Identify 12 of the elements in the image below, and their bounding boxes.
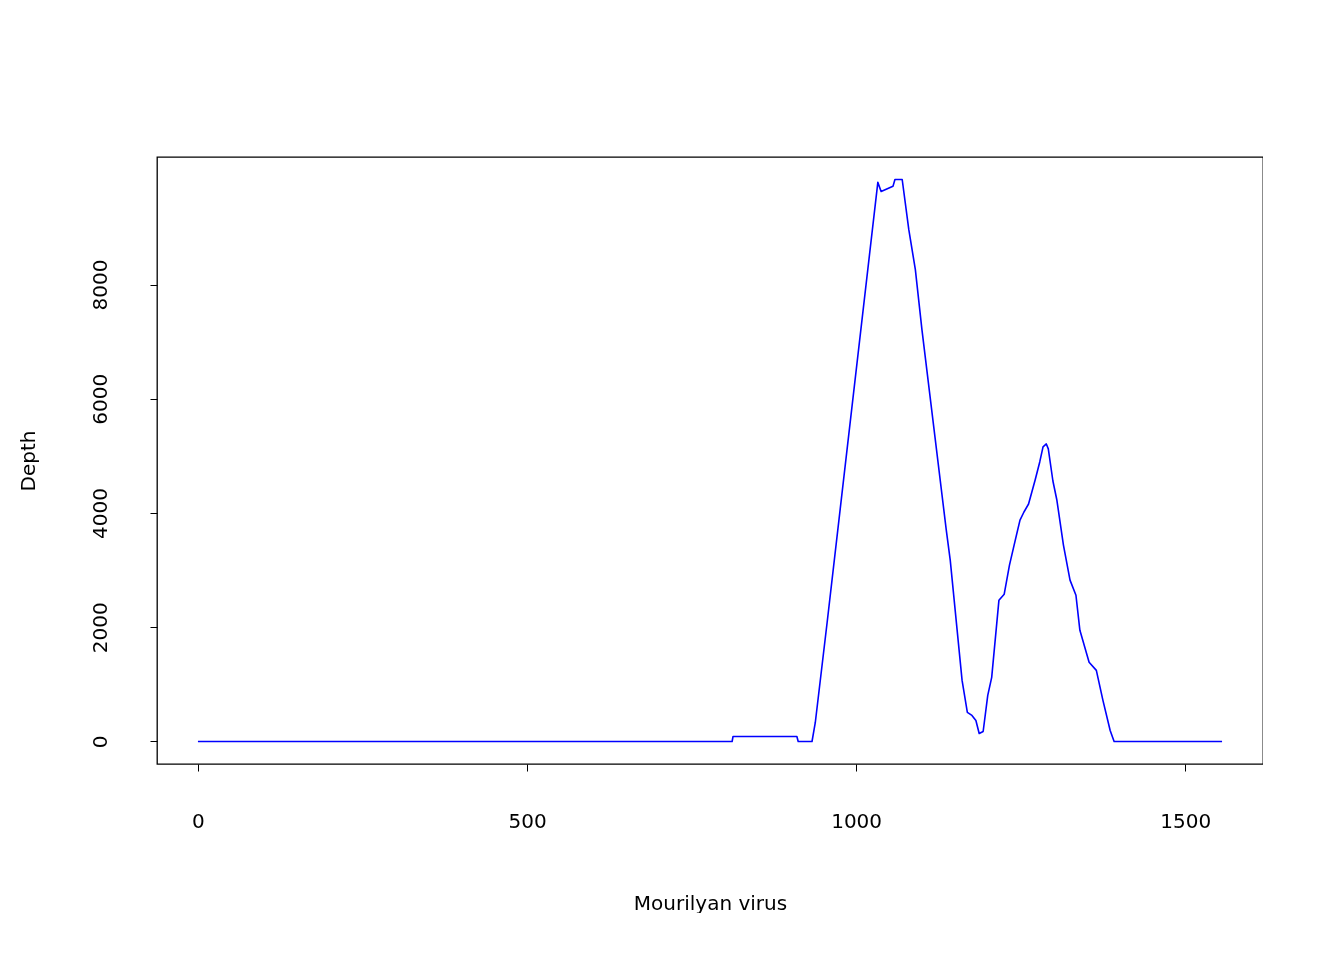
y-tick-label: 8000 [87,259,112,311]
x-tick-label: 1500 [1160,808,1211,833]
y-tick-label: 6000 [87,373,112,425]
y-tick-label: 2000 [87,602,112,654]
y-tick-label: 0 [87,735,112,749]
x-axis-title: Mourilyan virus [633,890,787,915]
y-axis-title: Depth [15,430,40,492]
x-tick-label: 1000 [830,808,882,833]
x-tick-label: 0 [191,808,205,833]
x-tick-label: 500 [508,808,547,833]
y-tick-label: 4000 [87,488,112,539]
line-series [196,178,1223,743]
